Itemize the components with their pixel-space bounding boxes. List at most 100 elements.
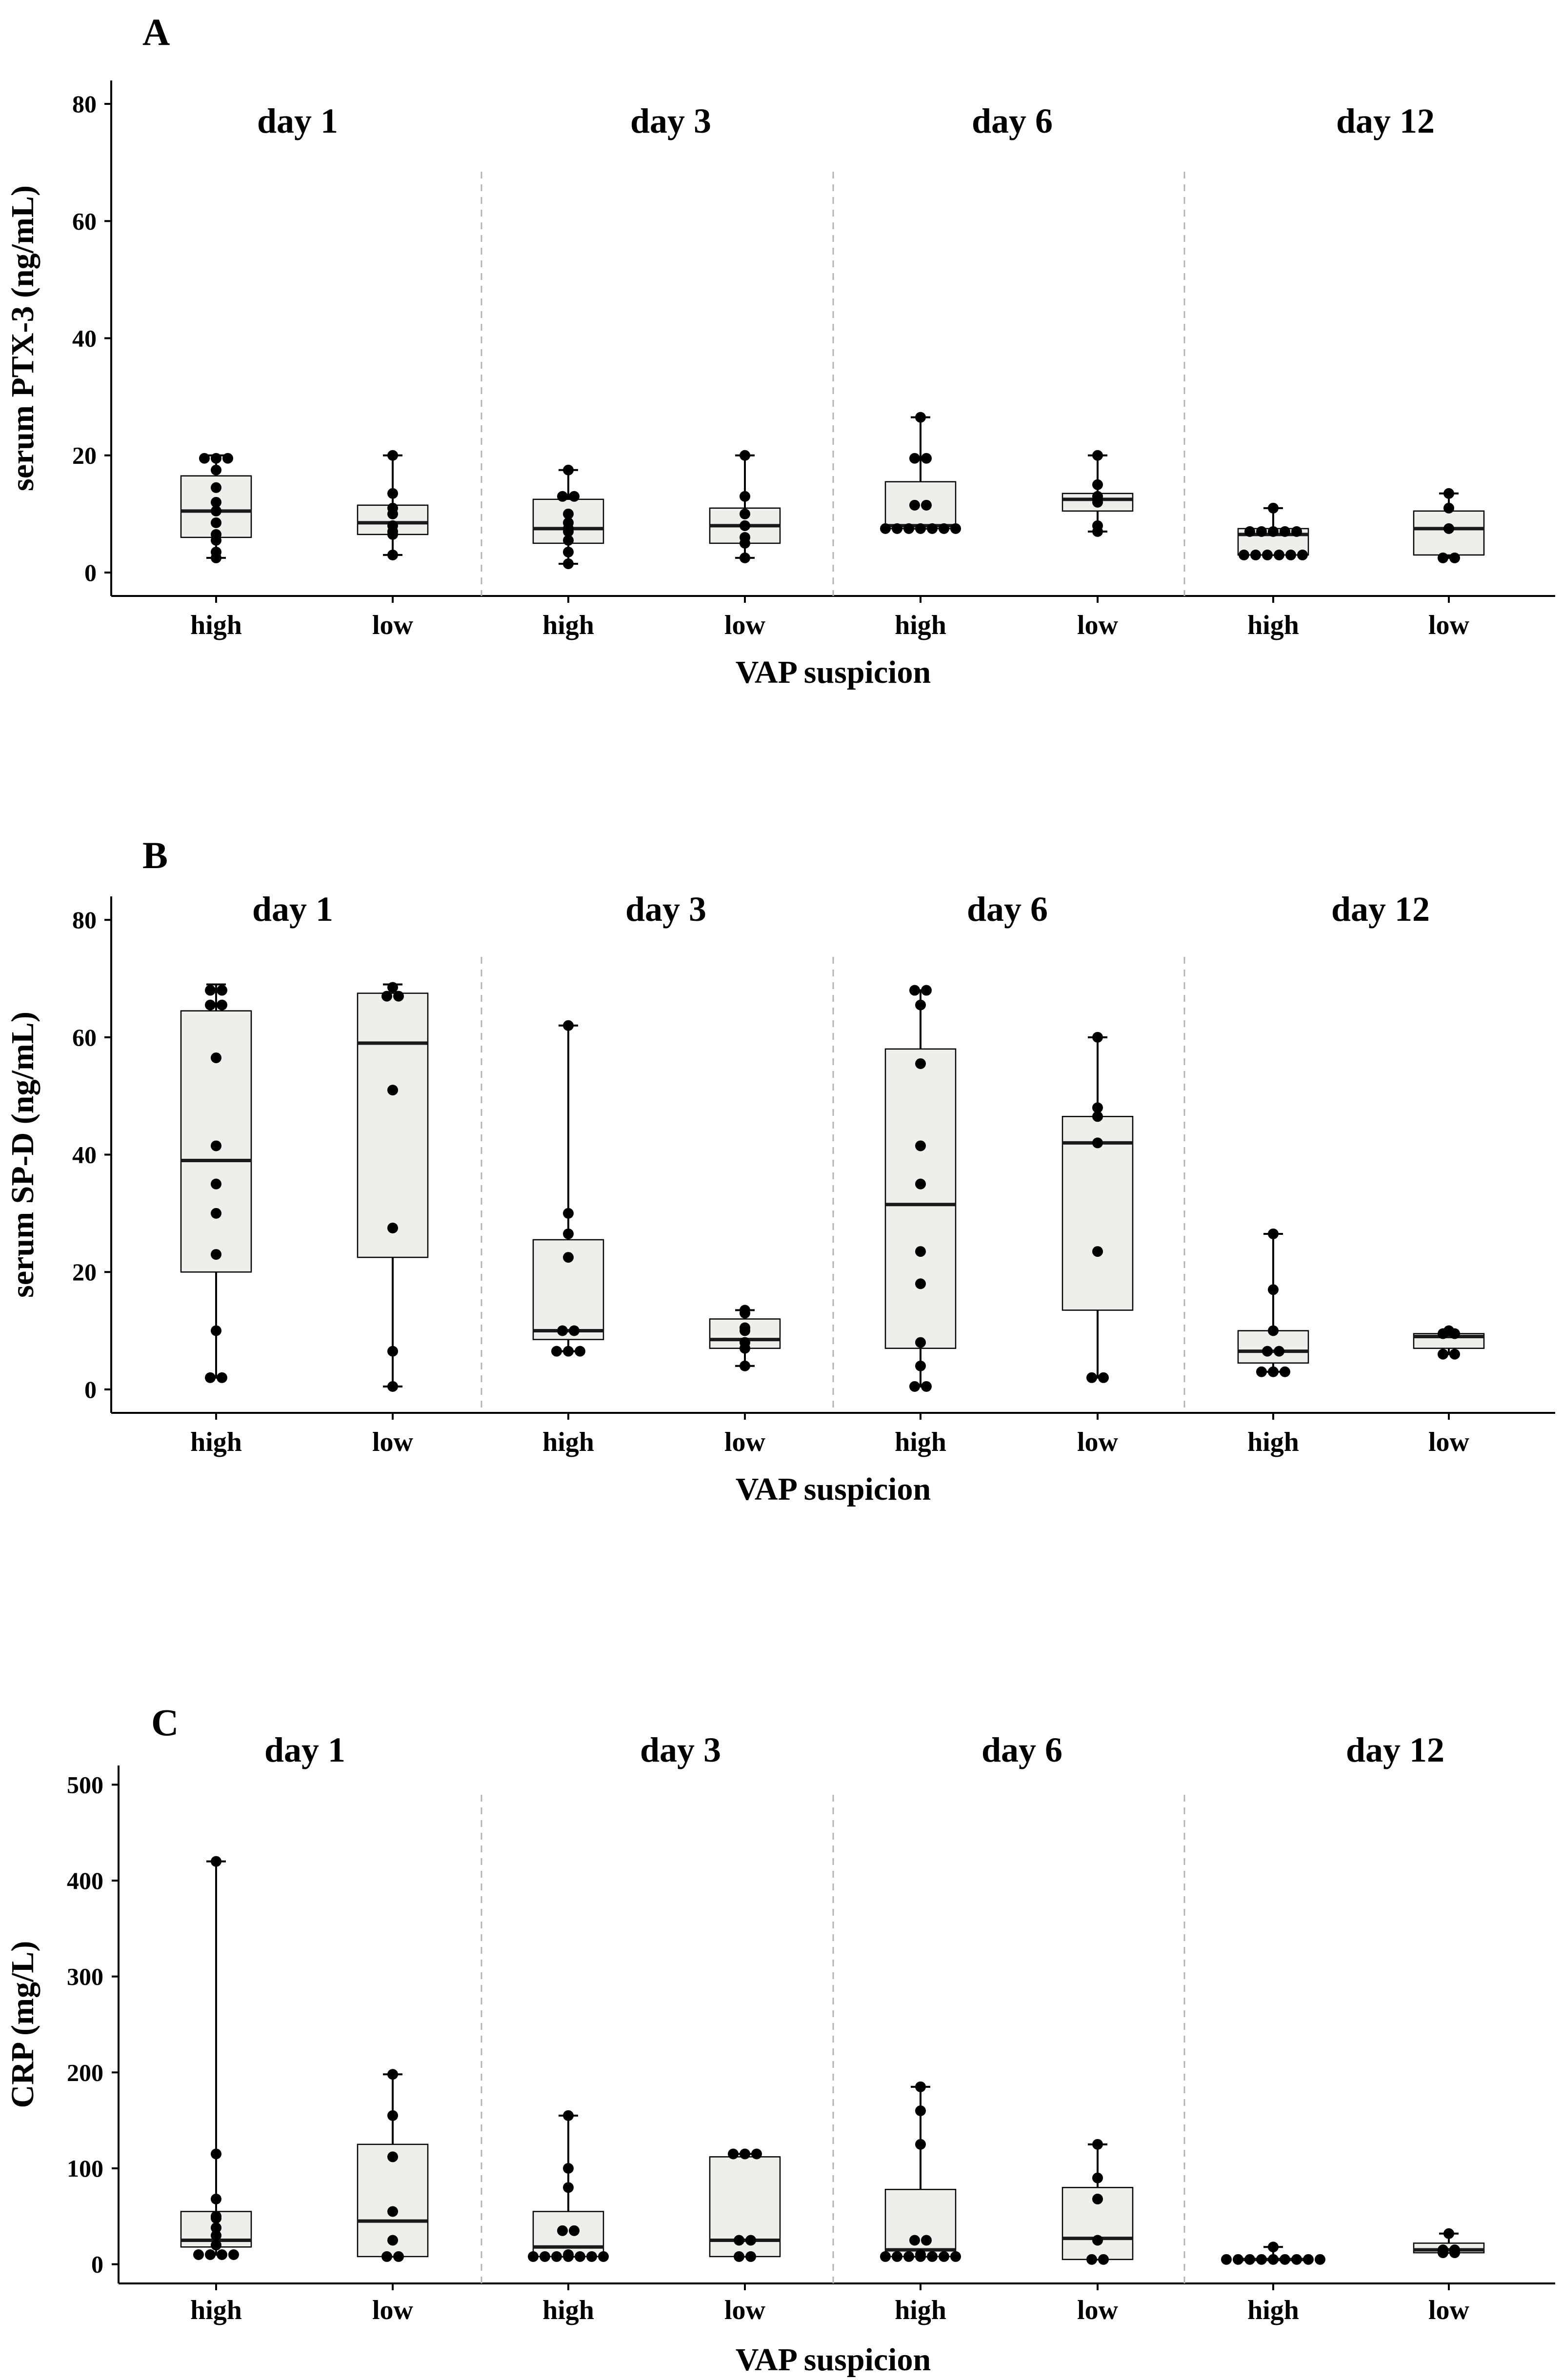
box-low: low [357, 2069, 429, 2325]
group-label: low [372, 610, 414, 640]
data-point [211, 2240, 221, 2251]
day-label: day 12 [1336, 101, 1435, 140]
data-point [563, 2182, 574, 2193]
y-tick-label: 0 [84, 1376, 97, 1403]
data-point [1262, 549, 1273, 560]
data-point [598, 2251, 609, 2262]
data-point [915, 1360, 926, 1371]
data-point [1438, 2244, 1448, 2256]
box-iqr [357, 992, 429, 1258]
group-label: low [372, 1427, 414, 1457]
data-point [1443, 2228, 1454, 2239]
data-point [1092, 2193, 1103, 2204]
x-axis-title: VAP suspicion [736, 654, 931, 690]
data-point [915, 1278, 926, 1289]
data-point [557, 491, 568, 502]
box-low: low [1061, 2139, 1134, 2325]
data-point [217, 999, 227, 1011]
day-group-1: day 1 high low [180, 1730, 429, 2325]
panel-letter: A [142, 11, 170, 53]
y-tick-label: 0 [91, 2251, 103, 2278]
data-point [211, 2193, 221, 2204]
group-label: high [542, 610, 594, 640]
data-point [1274, 549, 1284, 560]
day-label: day 1 [264, 1730, 345, 1769]
data-point [903, 523, 914, 534]
data-point [205, 2249, 216, 2260]
data-point [740, 508, 750, 519]
data-point [563, 1346, 574, 1357]
data-point [740, 1360, 750, 1371]
data-point [387, 488, 398, 499]
data-point [199, 453, 210, 464]
data-point [222, 453, 233, 464]
data-point [1239, 549, 1249, 560]
data-point [1438, 552, 1448, 563]
y-axis-title: serum PTX-3 (ng/mL) [5, 185, 40, 491]
data-point [880, 2251, 891, 2262]
data-point [1092, 1111, 1103, 1122]
day-label: day 3 [625, 890, 706, 929]
data-point [387, 2069, 398, 2080]
data-point [915, 1246, 926, 1257]
data-point [1268, 1325, 1279, 1336]
data-point [563, 1208, 574, 1219]
data-point [387, 2110, 398, 2121]
data-point [387, 1346, 398, 1357]
box-high: high [1237, 1228, 1309, 1457]
group-label: high [1247, 2295, 1299, 2325]
data-point [745, 2251, 756, 2262]
data-point [586, 2251, 597, 2262]
day-group-3: day 6 high low [880, 1730, 1134, 2325]
data-point [563, 1252, 574, 1263]
data-point [909, 499, 920, 511]
data-point [211, 2148, 221, 2160]
data-point [909, 985, 920, 996]
box-low: low [357, 450, 429, 640]
day-group-2: day 3 high low [532, 101, 781, 640]
data-point [751, 2148, 762, 2160]
data-point [1092, 1102, 1103, 1113]
data-point [387, 450, 398, 461]
data-point [387, 502, 398, 514]
data-point [921, 499, 932, 511]
box-low: low [1413, 1325, 1485, 1457]
data-point [1221, 2254, 1232, 2265]
day-group-2: day 3 high low [528, 1730, 781, 2325]
data-point [1268, 1228, 1279, 1239]
data-point [1256, 2254, 1267, 2265]
data-point [915, 2105, 926, 2116]
box-high: high [528, 2110, 609, 2325]
group-label: low [1428, 610, 1470, 640]
data-point [211, 1249, 221, 1260]
data-point [387, 549, 398, 560]
data-point [1449, 1349, 1460, 1360]
data-point [1303, 2254, 1314, 2265]
day-group-3: day 6 high low [880, 101, 1134, 640]
data-point [1268, 2254, 1279, 2265]
day-label: day 12 [1346, 1730, 1444, 1769]
data-point [540, 2251, 550, 2262]
data-point [909, 1381, 920, 1392]
day-label: day 6 [967, 890, 1048, 929]
data-point [1280, 1366, 1290, 1377]
data-point [740, 1305, 750, 1316]
data-point [211, 1208, 221, 1219]
data-point [1268, 2241, 1279, 2253]
group-label: high [542, 1427, 594, 1457]
group-label: high [895, 610, 946, 640]
data-point [950, 2251, 961, 2262]
x-axis-title: VAP suspicion [736, 2342, 931, 2378]
day-label: day 1 [257, 101, 338, 140]
data-point [915, 1337, 926, 1348]
y-tick-label: 300 [67, 1963, 103, 1990]
data-point [1092, 479, 1103, 490]
box-high: high [180, 453, 252, 640]
data-point [563, 546, 574, 557]
data-point [211, 517, 221, 528]
group-label: high [190, 1427, 242, 1457]
box-iqr [884, 1048, 957, 1349]
group-label: low [372, 2295, 414, 2325]
data-point [921, 2235, 932, 2246]
data-point [211, 529, 221, 540]
